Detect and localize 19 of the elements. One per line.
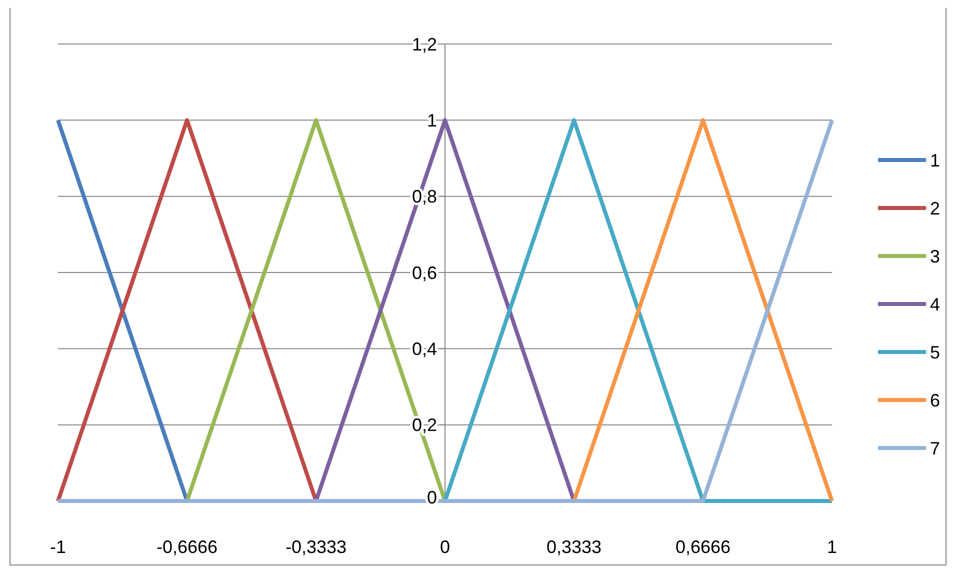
x-tick-label: 1 [826, 537, 838, 557]
legend-label: 6 [930, 390, 940, 410]
x-tick-label: -0,3333 [285, 537, 347, 557]
x-tick-label: 0 [440, 537, 450, 557]
x-tick-label: -1 [50, 537, 66, 557]
x-tick-label: 0,3333 [546, 537, 602, 557]
y-tick-label: 0,4 [412, 338, 437, 359]
legend-label: 1 [930, 150, 940, 170]
y-tick-label: 0 [426, 487, 437, 508]
legend-label: 7 [930, 438, 940, 458]
y-tick-label: 1,2 [412, 34, 437, 54]
legend-label: 5 [930, 342, 940, 362]
y-tick-label: 1 [426, 110, 437, 130]
x-tick-label: 0,6666 [675, 537, 731, 557]
y-tick-label: 0,6 [412, 262, 437, 283]
x-tick-label: -0,6666 [156, 537, 218, 557]
legend-label: 3 [930, 246, 940, 266]
legend-label: 4 [930, 294, 940, 314]
legend-label: 2 [930, 198, 940, 218]
